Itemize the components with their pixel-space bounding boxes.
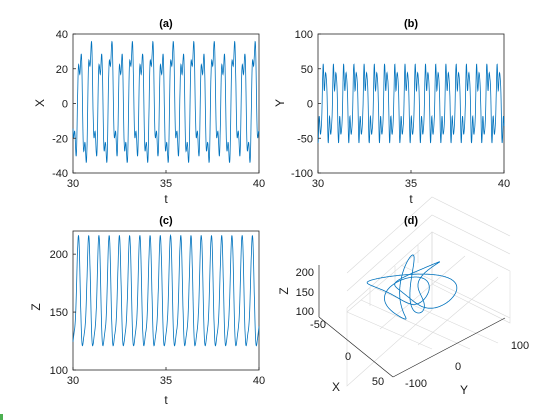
panel-b-ytick-label: -100 [291, 168, 313, 180]
panel-d-ztick-label: 200 [296, 267, 314, 279]
panel-a-ytick-label: 40 [56, 29, 68, 41]
panel-b-ytick-label: 100 [295, 29, 313, 41]
panel-c-xtick-label: 40 [253, 375, 265, 387]
panel-c-ytick-label: 200 [50, 249, 68, 261]
panel-b-ytick-label: 50 [301, 64, 313, 76]
panel-a-series-x [72, 40, 260, 163]
panel-a-xtick-label: 40 [253, 178, 265, 190]
panel-b-series-y [317, 63, 505, 144]
panel-d-ztick-label: 100 [296, 306, 314, 318]
panel-c-title: (c) [159, 215, 173, 227]
panel-c-xtick-label: 30 [67, 375, 79, 387]
panel-d-xtick-label: 0 [345, 351, 351, 363]
panel-b-xtick-label: 40 [498, 178, 510, 190]
panel-a-ytick-label: -20 [52, 133, 68, 145]
panel-d-ylabel: Y [460, 383, 468, 397]
panel-a-xlabel: t [164, 192, 168, 206]
panel-d-xlabel: X [332, 380, 340, 394]
panel-c-ylabel: Z [29, 303, 43, 310]
panel-d-zlabel: Z [277, 287, 291, 294]
panel-d-xtick-label: -50 [310, 319, 326, 331]
panel-a-ylabel: X [33, 99, 47, 107]
panel-b-axes [317, 33, 505, 174]
panel-d-x-axis [318, 316, 394, 378]
panel-b-ytick-label: -50 [297, 133, 313, 145]
panel-b-xtick-label: 35 [405, 178, 417, 190]
panel-a-ytick-label: -40 [52, 168, 68, 180]
panel-d-ztick-label: 150 [296, 287, 314, 299]
panel-a-xtick-label: 30 [67, 178, 79, 190]
panel-a-ytick-label: 0 [62, 99, 68, 111]
panel-d-y-axis [392, 317, 506, 378]
panel-d-series-xyz [366, 254, 458, 320]
panel-c-ytick-label: 150 [50, 307, 68, 319]
panel-b-xlabel: t [409, 192, 413, 206]
panel-c-xtick-label: 35 [160, 375, 172, 387]
panel-d: 100 150 200 -50 0 50 -100 0 100 (d) X Y Z [277, 196, 529, 397]
panel-d-xtick-label: 50 [372, 376, 384, 388]
panel-d-ytick-label: 0 [455, 361, 461, 373]
panel-c-ytick-label: 100 [50, 365, 68, 377]
panel-c: 30 35 40 100 150 200 (c) t Z [29, 215, 265, 407]
corner-mark [0, 414, 3, 420]
panel-b-ylabel: Y [273, 99, 287, 107]
panel-c-series-z [72, 233, 260, 347]
panel-c-xlabel: t [164, 393, 168, 407]
panel-a-xtick-label: 35 [160, 178, 172, 190]
panel-d-axes-lines [318, 265, 506, 378]
panel-d-ytick-label: 100 [511, 340, 529, 352]
panel-b: 30 35 40 -100 -50 0 50 100 (b) t Y [273, 18, 510, 206]
panel-a-title: (a) [159, 18, 173, 30]
panel-d-title: (d) [404, 215, 418, 227]
panel-b-ytick-label: 0 [307, 99, 313, 111]
panel-d-ytick-label: -100 [405, 378, 427, 390]
panel-b-title: (b) [404, 18, 418, 30]
panel-a: 30 35 40 -40 -20 0 20 40 (a) t X [33, 18, 265, 206]
panel-b-xtick-label: 30 [312, 178, 324, 190]
panel-a-ytick-label: 20 [56, 64, 68, 76]
